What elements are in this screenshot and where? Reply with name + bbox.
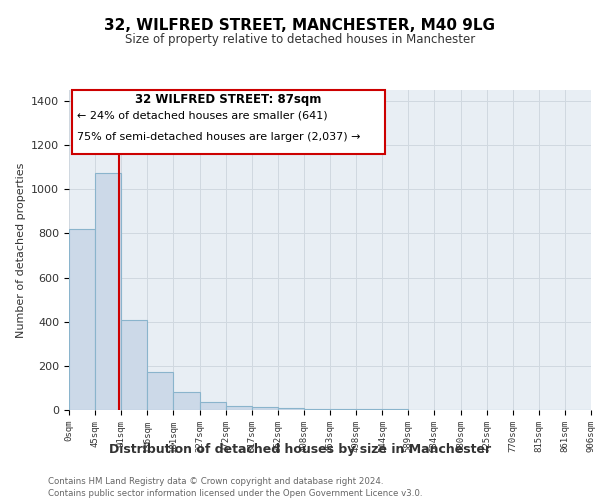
FancyBboxPatch shape	[71, 90, 385, 154]
Bar	[330, 409, 356, 410]
Text: Distribution of detached houses by size in Manchester: Distribution of detached houses by size …	[109, 442, 491, 456]
Bar	[356, 409, 382, 410]
Bar	[226, 406, 251, 410]
Bar	[304, 408, 330, 410]
Text: 32, WILFRED STREET, MANCHESTER, M40 9LG: 32, WILFRED STREET, MANCHESTER, M40 9LG	[104, 18, 496, 32]
Text: ← 24% of detached houses are smaller (641): ← 24% of detached houses are smaller (64…	[77, 111, 328, 121]
Text: 32 WILFRED STREET: 87sqm: 32 WILFRED STREET: 87sqm	[135, 93, 322, 106]
Text: Contains HM Land Registry data © Crown copyright and database right 2024.: Contains HM Land Registry data © Crown c…	[48, 478, 383, 486]
Bar	[148, 372, 173, 410]
Bar	[251, 408, 278, 410]
Text: 75% of semi-detached houses are larger (2,037) →: 75% of semi-detached houses are larger (…	[77, 132, 361, 141]
Text: Contains public sector information licensed under the Open Government Licence v3: Contains public sector information licen…	[48, 489, 422, 498]
Bar	[200, 402, 226, 410]
Text: Size of property relative to detached houses in Manchester: Size of property relative to detached ho…	[125, 32, 475, 46]
Bar	[173, 392, 200, 410]
Bar	[95, 173, 121, 410]
Bar	[69, 229, 95, 410]
Bar	[121, 320, 148, 410]
Y-axis label: Number of detached properties: Number of detached properties	[16, 162, 26, 338]
Bar	[278, 408, 304, 410]
